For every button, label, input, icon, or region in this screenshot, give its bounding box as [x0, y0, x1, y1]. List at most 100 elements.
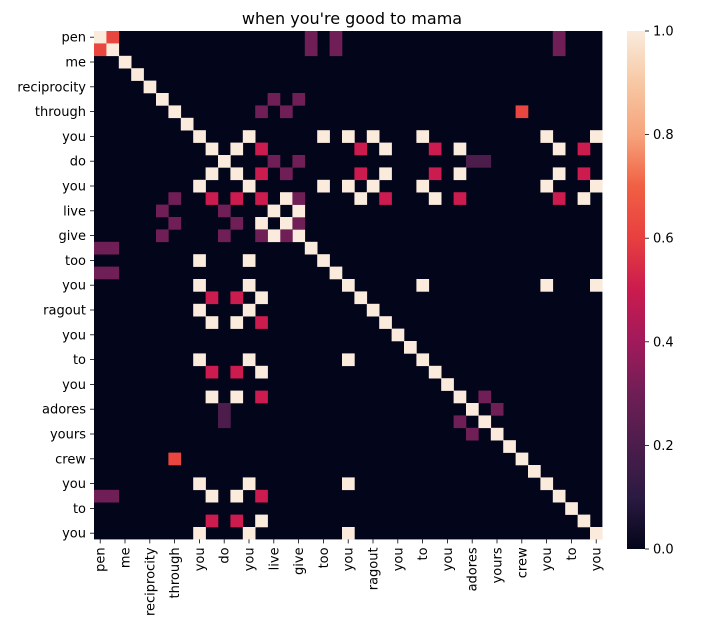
heatmap-cell — [540, 179, 554, 193]
heatmap-cell — [255, 229, 268, 243]
x-tick-label: give — [292, 547, 307, 575]
heatmap-cell — [490, 403, 504, 416]
heatmap-cell — [118, 55, 132, 69]
heatmap-cell — [540, 477, 554, 491]
heatmap-cell — [94, 241, 107, 255]
y-tick-label: live — [63, 204, 86, 219]
y-tick-label: reciprocity — [17, 80, 86, 95]
x-axis: pen me reciprocity through you do you live give t… — [94, 539, 605, 616]
heatmap-cell — [280, 229, 293, 243]
heatmap-cell — [94, 31, 107, 44]
heatmap-cells — [94, 31, 603, 540]
heatmap-cell — [552, 167, 566, 181]
heatmap-cell — [540, 279, 554, 292]
heatmap-cell — [280, 105, 293, 119]
y-tick-label: give — [58, 229, 86, 244]
heatmap-cell — [255, 142, 268, 156]
heatmap-cell — [106, 241, 120, 255]
x-tick-label: you — [193, 547, 208, 571]
heatmap-cell — [94, 266, 107, 280]
heatmap-cell — [131, 68, 144, 81]
heatmap-cell — [366, 303, 380, 317]
colorbar-tick-label: 0.2 — [653, 439, 674, 454]
heatmap-cell — [94, 43, 107, 57]
y-tick-label: me — [65, 56, 86, 71]
heatmap-cell — [354, 291, 368, 305]
heatmap-cell — [255, 390, 268, 404]
heatmap-cell — [590, 279, 603, 292]
heatmap-cell — [143, 80, 157, 94]
heatmap-cell — [342, 130, 355, 143]
heatmap-cell — [180, 117, 194, 131]
heatmap-cell — [205, 514, 219, 528]
heatmap-cell — [292, 204, 306, 218]
heatmap-cell — [441, 378, 454, 391]
heatmap-cell — [366, 179, 380, 193]
colorbar-tick-label: 0.6 — [653, 232, 674, 247]
heatmap-cell — [193, 130, 206, 143]
y-tick-label: you — [62, 180, 86, 195]
heatmap-cell — [342, 279, 355, 292]
heatmap-cell — [255, 105, 268, 119]
heatmap-cell — [552, 489, 566, 503]
heatmap-cell — [317, 130, 330, 143]
heatmap-cell — [317, 179, 330, 193]
heatmap-cell — [379, 316, 392, 329]
heatmap-cell — [242, 527, 256, 540]
heatmap-cell — [156, 93, 169, 106]
heatmap-cell — [255, 291, 268, 305]
heatmap-cell — [342, 527, 355, 540]
heatmap-cell — [552, 142, 566, 156]
y-tick-label: you — [62, 477, 86, 492]
heatmap-cell — [242, 179, 256, 193]
heatmap-cell — [106, 31, 120, 44]
heatmap-cell — [156, 204, 169, 218]
x-tick-label: yours — [491, 547, 506, 583]
heatmap-cell — [168, 105, 182, 119]
heatmap-cell — [304, 43, 318, 57]
x-tick-label: me — [119, 547, 134, 568]
heatmap-cell — [230, 514, 244, 528]
heatmap-cell — [242, 303, 256, 317]
heatmap-cell — [552, 31, 566, 44]
x-tick-label: you — [590, 547, 605, 571]
heatmap-cell — [342, 477, 355, 491]
heatmap-cell — [304, 241, 318, 255]
heatmap-cell — [267, 155, 281, 168]
heatmap-cell — [342, 353, 355, 367]
heatmap-cell — [590, 527, 603, 540]
x-tick-label: do — [218, 547, 233, 563]
y-tick-label: yours — [50, 428, 86, 443]
heatmap-cell — [577, 167, 591, 181]
heatmap-cell — [577, 142, 591, 156]
y-tick-label: too — [65, 254, 86, 269]
y-tick-label: adores — [42, 403, 86, 418]
heatmap-cell — [379, 167, 392, 181]
x-tick-label: crew — [515, 547, 530, 578]
heatmap-cell — [255, 514, 268, 528]
heatmap-cell — [366, 130, 380, 143]
heatmap-cell — [428, 192, 442, 205]
colorbar-tick-label: 0.4 — [653, 335, 674, 350]
heatmap-cell — [416, 279, 430, 292]
heatmap-cell — [205, 192, 219, 205]
heatmap-cell — [280, 167, 293, 181]
heatmap-cell — [106, 43, 120, 57]
heatmap-cell — [94, 489, 107, 503]
x-tick-label: you — [391, 547, 406, 571]
y-tick-label: through — [35, 105, 86, 120]
colorbar-tick-label: 0.0 — [653, 543, 674, 558]
y-tick-label: you — [62, 130, 86, 145]
heatmap-cell — [416, 353, 430, 367]
y-tick-label: pen — [62, 31, 87, 46]
x-tick-label: to — [565, 547, 580, 560]
heatmap-cell — [230, 192, 244, 205]
heatmap-cell — [230, 316, 244, 329]
heatmap-cell — [230, 217, 244, 230]
heatmap-cell — [304, 31, 318, 44]
heatmap-cell — [577, 192, 591, 205]
heatmap-cell — [515, 105, 529, 119]
heatmap-cell — [205, 365, 219, 379]
heatmap-cell — [230, 142, 244, 156]
heatmap-cell — [428, 142, 442, 156]
